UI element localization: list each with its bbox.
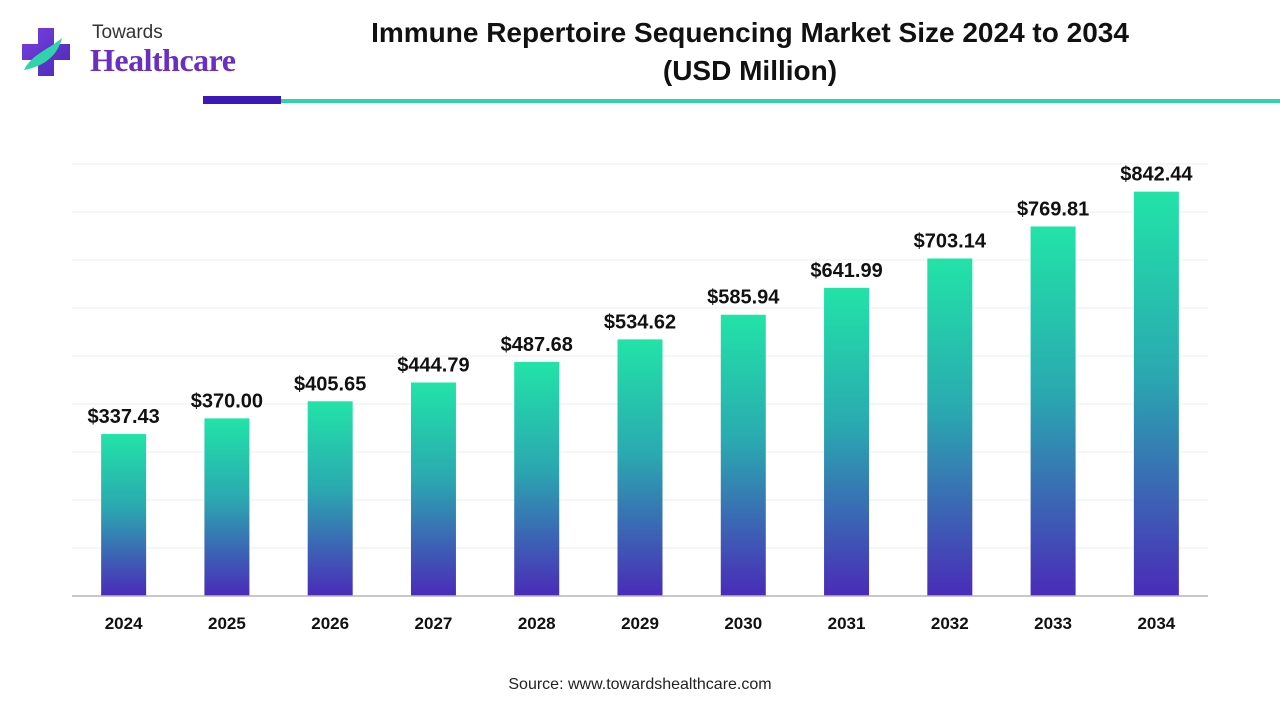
value-label-2029: $534.62 xyxy=(604,311,676,333)
bar-2031 xyxy=(824,287,870,596)
value-label-2031: $641.99 xyxy=(810,260,882,282)
bar-2026 xyxy=(307,401,353,596)
x-tick-label-2026: 2026 xyxy=(311,614,349,633)
medical-cross-icon xyxy=(22,28,70,76)
bar-chart: $337.43 2024 $370.00 2025 $405.65 2026 $444.79… xyxy=(72,163,1208,633)
brand-top-text: Towards xyxy=(92,22,163,43)
header-rule-accent xyxy=(203,96,281,104)
x-tick-label-2031: 2031 xyxy=(828,614,866,633)
x-tick-label-2030: 2030 xyxy=(724,614,762,633)
x-tick-label-2032: 2032 xyxy=(931,614,969,633)
bar-2028 xyxy=(514,361,560,596)
x-tick-label-2034: 2034 xyxy=(1137,614,1175,633)
bar-2033 xyxy=(1030,226,1076,596)
chart-title-line2: (USD Million) xyxy=(662,55,838,86)
bar-2030 xyxy=(720,314,766,596)
x-tick-label-2027: 2027 xyxy=(415,614,453,633)
chart-title: Immune Repertoire Sequencing Market Size… xyxy=(300,14,1200,90)
x-tick-label-2025: 2025 xyxy=(208,614,246,633)
bar-2024 xyxy=(101,434,147,596)
bar-2034 xyxy=(1133,191,1179,597)
value-label-2030: $585.94 xyxy=(707,287,780,309)
bar-2029 xyxy=(617,339,663,596)
brand-main-text: Healthcare xyxy=(90,42,236,78)
value-label-2033: $769.81 xyxy=(1017,198,1089,220)
value-label-2025: $370.00 xyxy=(191,390,263,412)
bar-2027 xyxy=(410,382,456,596)
source-note: Source: www.towardshealthcare.com xyxy=(508,676,772,693)
x-tick-label-2029: 2029 xyxy=(621,614,659,633)
value-label-2028: $487.68 xyxy=(501,334,573,356)
chart-title-line1: Immune Repertoire Sequencing Market Size… xyxy=(371,17,1129,48)
x-tick-label-2028: 2028 xyxy=(518,614,556,633)
x-tick-label-2033: 2033 xyxy=(1034,614,1072,633)
value-label-2032: $703.14 xyxy=(914,230,987,252)
value-label-2024: $337.43 xyxy=(87,406,159,428)
value-label-2034: $842.44 xyxy=(1120,164,1193,186)
bar-2032 xyxy=(927,258,973,596)
value-label-2026: $405.65 xyxy=(294,373,366,395)
brand-logo: Towards Healthcare xyxy=(18,18,248,88)
value-label-2027: $444.79 xyxy=(397,355,469,377)
header-rule xyxy=(281,99,1280,103)
x-tick-label-2024: 2024 xyxy=(105,614,143,633)
bar-2025 xyxy=(204,418,250,596)
